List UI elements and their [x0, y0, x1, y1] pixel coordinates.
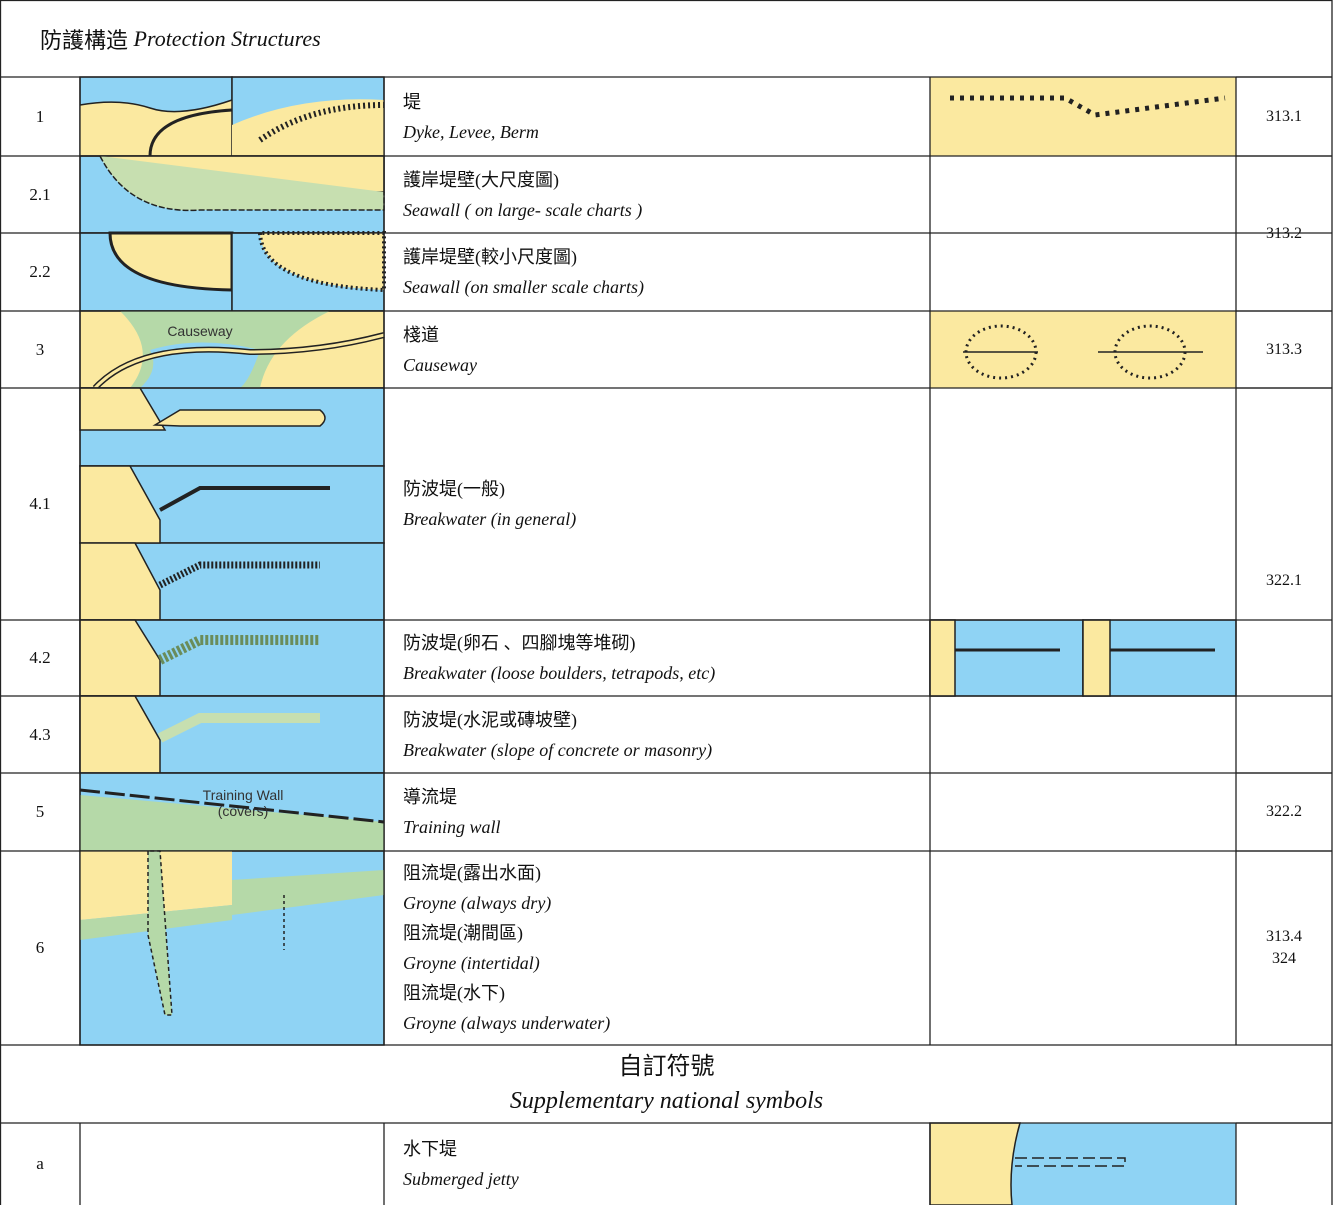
row-number: 2.2 [29, 262, 51, 281]
reference: 313.1 [1236, 77, 1332, 156]
reference-line: 313.3 [1266, 340, 1302, 358]
row-description: 護岸堤壁(較小尺度圖) Seawall (on smaller scale cha… [384, 233, 930, 311]
description-line: Training wall [403, 817, 501, 837]
image-label: Causeway [167, 323, 232, 339]
row-description: 棧道 Causeway [384, 311, 930, 388]
reference: 313.3 [1236, 311, 1332, 388]
row-number: 4.1 [29, 494, 51, 513]
description-line: 堤 [403, 91, 421, 112]
description-line: Groyne (always underwater) [403, 1013, 611, 1033]
row-description: 堤 Dyke, Levee, Berm [384, 77, 930, 156]
row-description: 阻流堤(露出水面) Groyne (always dry) 阻流堤(潮間區) Groy… [384, 851, 930, 1045]
description-line: Groyne (intertidal) [403, 953, 540, 973]
row-number: 4.3 [29, 724, 51, 744]
description-line: 阻流堤(水下) [403, 983, 505, 1003]
row-number: 6 [35, 938, 45, 957]
description-line: Breakwater (slope of concrete or masonry… [403, 739, 713, 760]
row-number: 4.2 [29, 648, 51, 667]
row-description: 導流堤 Training wall [384, 773, 930, 851]
reference: 313.4 324 [1236, 851, 1332, 1045]
description-line: 水下堤 [403, 1139, 457, 1159]
description-line: 導流堤 [403, 787, 457, 807]
row-number: 5 [35, 802, 45, 821]
reference: 322.1 [1236, 388, 1332, 773]
description-line: Groyne (always dry) [403, 893, 552, 913]
reference-line: 322.2 [1266, 803, 1302, 820]
reference-line: 322.1 [1266, 571, 1302, 589]
image-label: (covers) [218, 803, 269, 819]
header-title-zh: 防護構造 [40, 27, 129, 53]
description-line: Seawall (on smaller scale charts) [403, 277, 644, 297]
description-line: Submerged jetty [403, 1169, 519, 1189]
supplementary-header: 自訂符號 Supplementary national symbols [0, 1045, 1333, 1123]
description-line: 棧道 [403, 324, 439, 345]
reference-line: 324 [1272, 950, 1296, 967]
description-line: Causeway [403, 354, 477, 375]
header-title-en: Protection Structures [133, 25, 321, 51]
description-line: 阻流堤(潮間區) [403, 923, 523, 943]
description-line: Seawall ( on large- scale charts ) [403, 199, 643, 220]
description-line: 阻流堤(露出水面) [403, 863, 541, 883]
description-line: Breakwater (in general) [403, 509, 577, 529]
row-description: 防波堤(卵石 、四腳塊等堆砌) Breakwater (loose boulder… [384, 620, 930, 696]
description-line: 防波堤(水泥或磚坡壁) [403, 709, 577, 730]
supplementary-title-en: Supplementary national symbols [509, 1088, 824, 1114]
reference-line: 313.1 [1266, 107, 1302, 125]
description-line: Breakwater (loose boulders, tetrapods, e… [403, 663, 716, 683]
reference-line: 313.4 [1266, 928, 1302, 945]
reference: 322.2 [1236, 773, 1332, 851]
row-description: 水下堤 Submerged jetty [384, 1123, 930, 1205]
supplementary-title-zh: 自訂符號 [618, 1054, 715, 1080]
description-line: 護岸堤壁(較小尺度圖) [403, 247, 577, 267]
description-line: Dyke, Levee, Berm [403, 121, 539, 142]
row-description: 護岸堤壁(大尺度圖) Seawall ( on large- scale char… [384, 156, 930, 233]
row-description: 防波堤(水泥或磚坡壁) Breakwater (slope of concrete… [384, 696, 930, 773]
image-label: Training Wall [203, 787, 284, 803]
row-description: 防波堤(一般) Breakwater (in general) [384, 388, 930, 620]
description-line: 護岸堤壁(大尺度圖) [403, 169, 559, 190]
description-line: 防波堤(一般) [403, 479, 505, 499]
reference: 313.2 [1236, 156, 1332, 311]
row-number: 1 [35, 106, 45, 126]
description-line: 防波堤(卵石 、四腳塊等堆砌) [403, 633, 636, 653]
row-number: 2.1 [29, 184, 51, 204]
reference-line: 313.2 [1266, 224, 1302, 242]
row-number: 3 [35, 339, 45, 359]
header: 防護構造 Protection Structures [40, 0, 321, 77]
row-number: a [36, 1154, 44, 1173]
